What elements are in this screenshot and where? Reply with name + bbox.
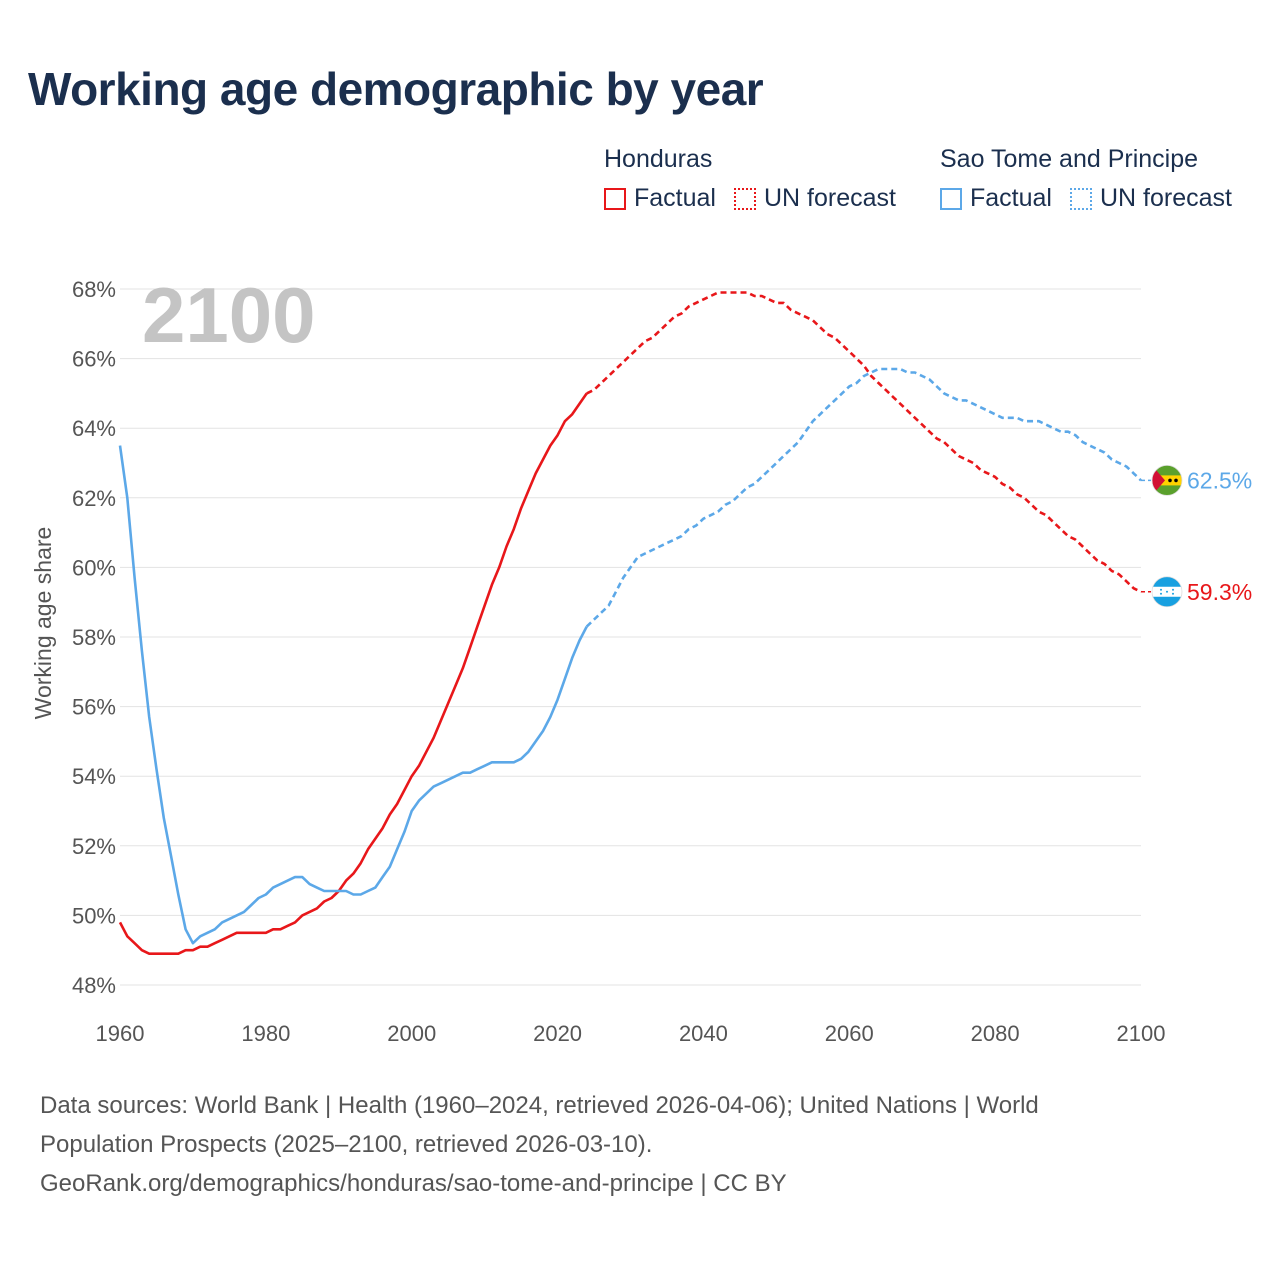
legend-group-honduras: Honduras Factual UN forecast (604, 145, 914, 213)
y-tick-label: 52% (72, 834, 116, 859)
flag-star (1160, 588, 1162, 591)
y-tick-label: 68% (72, 277, 116, 302)
flag-star (1172, 592, 1174, 595)
x-tick-label: 2040 (679, 1021, 728, 1046)
y-tick-label: 64% (72, 416, 116, 441)
chart-title: Working age demographic by year (28, 63, 764, 115)
legend-item-factual[interactable]: Factual (604, 184, 716, 213)
legend-group-sao-tome: Sao Tome and Principe Factual UN forecas… (940, 145, 1250, 213)
honduras-flag (1151, 576, 1183, 608)
legend-item-factual[interactable]: Factual (940, 184, 1052, 213)
footer-line: Data sources: World Bank | Health (1960–… (40, 1092, 1039, 1119)
flag-border (1151, 576, 1183, 608)
y-tick-label: 66% (72, 347, 116, 372)
y-tick-label: 48% (72, 973, 116, 998)
series-end-label: 59.3% (1187, 579, 1252, 605)
line-chart: 48% 50% 52% 54% 56% 58% 60% 62% 64% 66% 68% 1960 198… (30, 271, 1252, 1046)
sao-tome-flag (1151, 464, 1183, 496)
flag-border (1151, 464, 1183, 496)
y-tick-label: 62% (72, 486, 116, 511)
x-tick-label: 1960 (96, 1021, 145, 1046)
flag-layer (1151, 464, 1183, 608)
x-tick-label: 2080 (971, 1021, 1020, 1046)
legend-label: UN forecast (1099, 184, 1232, 212)
x-tick-label: 2000 (387, 1021, 436, 1046)
series-layer: 59.3% 62.5% (118, 291, 1252, 955)
y-tick-label: 56% (72, 695, 116, 720)
y-tick-label: 54% (72, 764, 116, 789)
flag-star (1172, 588, 1174, 591)
footer-sources: Data sources: World Bank | Health (1960–… (40, 1086, 1200, 1203)
series-line-forecast (586, 291, 1142, 593)
legend-swatch-solid (604, 187, 626, 210)
legend-label: UN forecast (763, 184, 896, 212)
x-tick-label: 2060 (825, 1021, 874, 1046)
flag-star (1168, 478, 1172, 483)
legend-swatch-solid (940, 187, 962, 210)
year-watermark: 2100 (142, 271, 316, 359)
flag-body (1152, 576, 1182, 607)
grid-layer: 48% 50% 52% 54% 56% 58% 60% 62% 64% 66% 68% 1960 198… (72, 277, 1166, 1046)
flag-triangle (1152, 465, 1165, 496)
legend-label: Factual (634, 184, 716, 212)
series-line-factual (118, 445, 588, 945)
series-line-forecast (585, 367, 1142, 628)
legend-country-name: Honduras (604, 145, 713, 173)
y-tick-label: 50% (72, 903, 116, 928)
flag-star (1160, 592, 1162, 595)
footer-line: Population Prospects (2025–2100, retriev… (40, 1131, 653, 1158)
flag-star (1174, 478, 1178, 483)
series-line-factual (118, 392, 588, 955)
y-tick-label: 60% (72, 555, 116, 580)
legend-swatch-dotted (1069, 187, 1092, 210)
legend-country-name: Sao Tome and Principe (940, 145, 1199, 173)
y-axis-title: Working age share (30, 527, 56, 720)
flag-star (1166, 590, 1168, 593)
legend-swatch-dotted (733, 187, 756, 210)
x-tick-label: 2020 (533, 1021, 582, 1046)
legend-item-forecast[interactable]: UN forecast (733, 184, 896, 213)
legend-label: Factual (970, 184, 1052, 212)
series-end-label: 62.5% (1187, 467, 1252, 493)
legend-item-forecast[interactable]: UN forecast (1069, 184, 1232, 213)
x-tick-label: 1980 (241, 1021, 290, 1046)
x-tick-label: 2100 (1117, 1021, 1166, 1046)
flag-stripe (1152, 475, 1182, 486)
y-tick-label: 58% (72, 625, 116, 650)
footer-link[interactable]: GeoRank.org/demographics/honduras/sao-to… (40, 1170, 787, 1197)
flag-body (1152, 465, 1182, 496)
